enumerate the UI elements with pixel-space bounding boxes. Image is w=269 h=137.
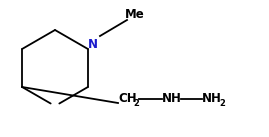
Text: Me: Me [125, 8, 145, 21]
Text: N: N [88, 38, 98, 51]
Text: NH: NH [162, 92, 182, 105]
Text: CH: CH [118, 92, 137, 105]
Text: 2: 2 [133, 99, 139, 109]
Text: 2: 2 [219, 99, 225, 109]
Text: NH: NH [202, 92, 222, 105]
